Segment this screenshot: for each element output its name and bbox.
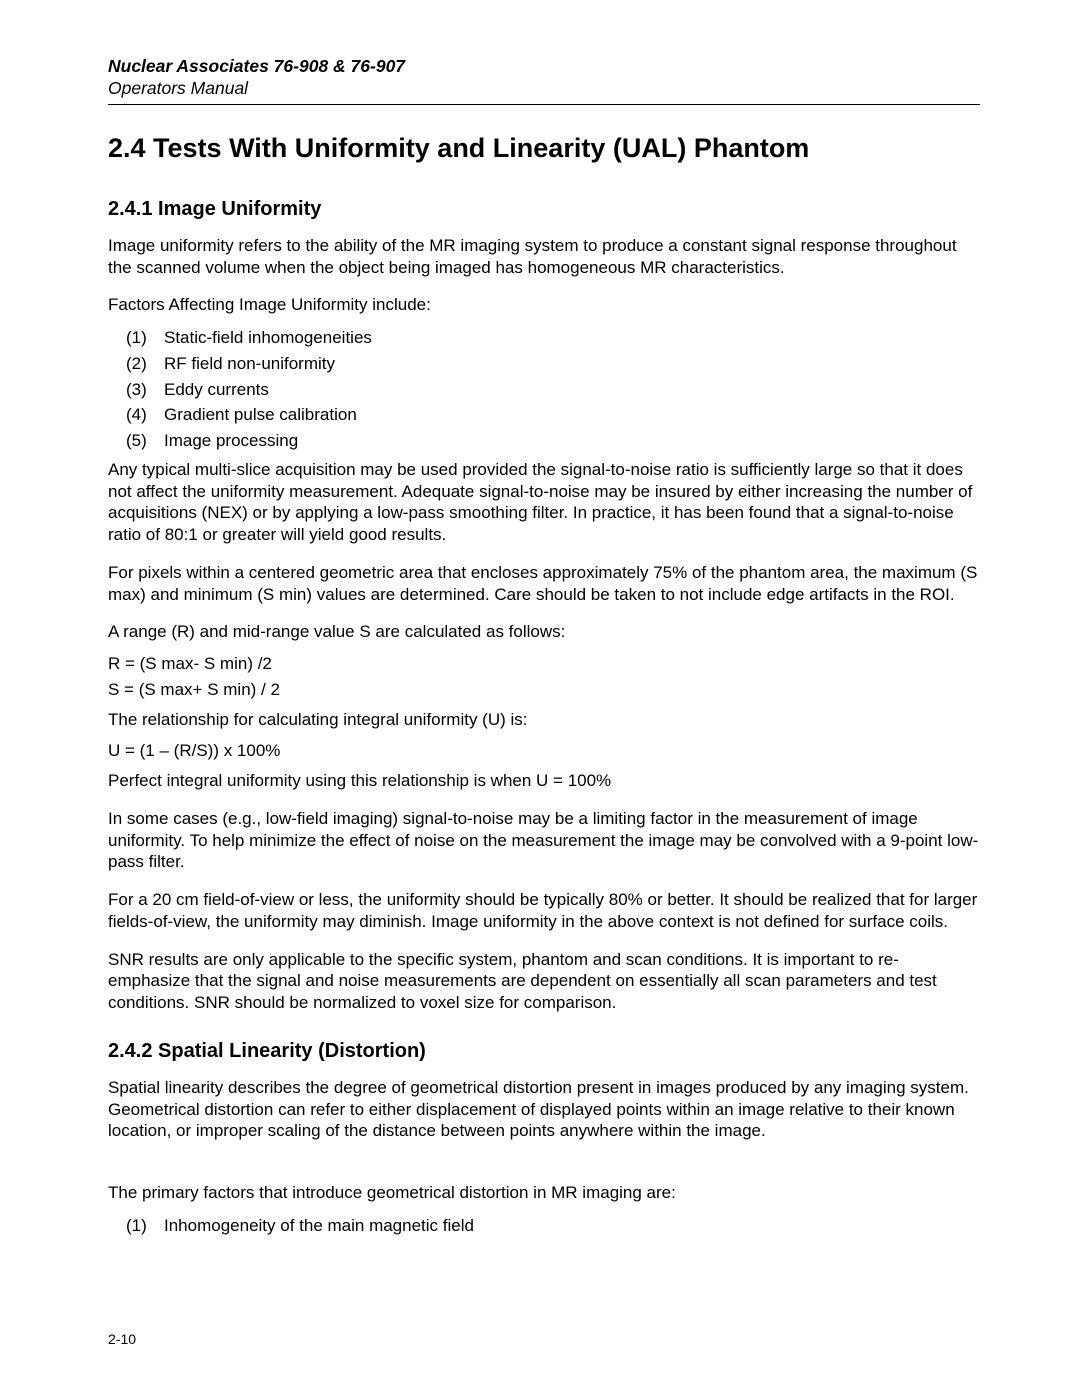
paragraph: Image uniformity refers to the ability o… bbox=[108, 235, 980, 279]
formula: S = (S max+ S min) / 2 bbox=[108, 679, 980, 701]
list-item: (1) Inhomogeneity of the main magnetic fi… bbox=[108, 1214, 980, 1238]
factors-list: (1) Static-field inhomogeneities (2) RF fi… bbox=[108, 326, 980, 453]
list-text: Gradient pulse calibration bbox=[164, 405, 357, 424]
subsection-242-heading: 2.4.2 Spatial Linearity (Distortion) bbox=[108, 1040, 980, 1063]
formula: U = (1 – (R/S)) x 100% bbox=[108, 740, 980, 762]
list-item: (4) Gradient pulse calibration bbox=[108, 403, 980, 427]
list-num: (3) bbox=[126, 378, 147, 402]
header-subtitle: Operators Manual bbox=[108, 78, 980, 100]
paragraph: For pixels within a centered geometric a… bbox=[108, 562, 980, 606]
paragraph: For a 20 cm field-of-view or less, the u… bbox=[108, 889, 980, 933]
page-header: Nuclear Associates 76-908 & 76-907 Opera… bbox=[108, 56, 980, 105]
paragraph: Any typical multi-slice acquisition may … bbox=[108, 459, 980, 546]
list-num: (2) bbox=[126, 352, 147, 376]
paragraph: Spatial linearity describes the degree o… bbox=[108, 1077, 980, 1142]
list-item: (2) RF field non-uniformity bbox=[108, 352, 980, 376]
formula: R = (S max- S min) /2 bbox=[108, 653, 980, 675]
page: Nuclear Associates 76-908 & 76-907 Opera… bbox=[0, 0, 1080, 1397]
paragraph: In some cases (e.g., low-field imaging) … bbox=[108, 808, 980, 873]
list-text: Static-field inhomogeneities bbox=[164, 328, 372, 347]
distortion-factors-list: (1) Inhomogeneity of the main magnetic fi… bbox=[108, 1214, 980, 1238]
paragraph: The primary factors that introduce geome… bbox=[108, 1182, 980, 1204]
list-text: Image processing bbox=[164, 431, 298, 450]
list-text: RF field non-uniformity bbox=[164, 354, 335, 373]
page-number: 2-10 bbox=[108, 1331, 136, 1347]
list-item: (1) Static-field inhomogeneities bbox=[108, 326, 980, 350]
paragraph: The relationship for calculating integra… bbox=[108, 709, 980, 731]
list-text: Inhomogeneity of the main magnetic field bbox=[164, 1216, 474, 1235]
section-heading: 2.4 Tests With Uniformity and Linearity … bbox=[108, 133, 980, 164]
list-num: (1) bbox=[126, 1214, 147, 1238]
list-item: (3) Eddy currents bbox=[108, 378, 980, 402]
subsection-241-heading: 2.4.1 Image Uniformity bbox=[108, 198, 980, 221]
list-num: (4) bbox=[126, 403, 147, 427]
list-num: (5) bbox=[126, 429, 147, 453]
paragraph: SNR results are only applicable to the s… bbox=[108, 949, 980, 1014]
header-title: Nuclear Associates 76-908 & 76-907 bbox=[108, 56, 980, 78]
list-num: (1) bbox=[126, 326, 147, 350]
paragraph: A range (R) and mid-range value S are ca… bbox=[108, 621, 980, 643]
paragraph: Perfect integral uniformity using this r… bbox=[108, 770, 980, 792]
list-text: Eddy currents bbox=[164, 380, 269, 399]
paragraph: Factors Affecting Image Uniformity inclu… bbox=[108, 294, 980, 316]
list-item: (5) Image processing bbox=[108, 429, 980, 453]
